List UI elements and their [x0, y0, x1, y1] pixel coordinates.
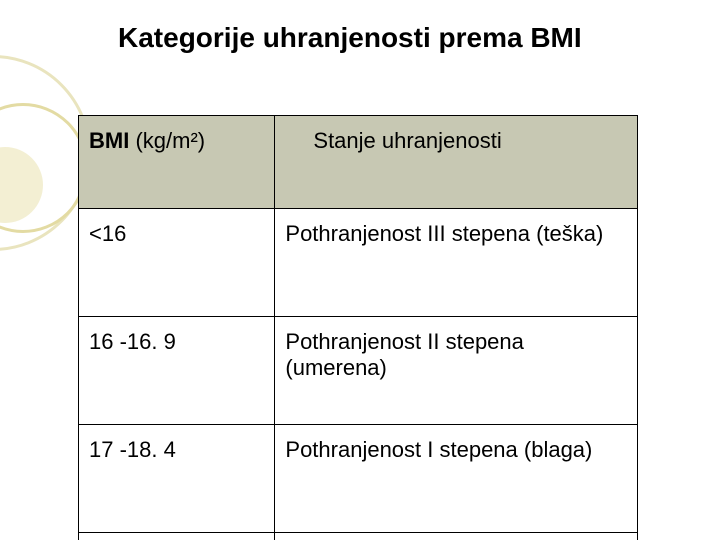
table-body: <16 Pothranjenost III stepena (teška) 16… — [79, 209, 638, 540]
cell-status: Pothranjenost III stepena (teška) — [275, 209, 638, 317]
bmi-table: BMI (kg/m²) Stanje uhranjenosti <16 Poth… — [78, 115, 638, 540]
cell-bmi: 18. 5 – 24. 9 — [79, 533, 275, 540]
slide: Kategorije uhranjenosti prema BMI BMI (k… — [0, 0, 720, 540]
table-row: 17 -18. 4 Pothranjenost I stepena (blaga… — [79, 425, 638, 533]
slide-title: Kategorije uhranjenosti prema BMI — [118, 22, 582, 54]
cell-bmi: 17 -18. 4 — [79, 425, 275, 533]
col-header-status-text: Stanje uhranjenosti — [313, 128, 501, 153]
table-row: <16 Pothranjenost III stepena (teška) — [79, 209, 638, 317]
col-header-bmi: BMI (kg/m²) — [79, 116, 275, 209]
table-row: 16 -16. 9 Pothranjenost II stepena (umer… — [79, 317, 638, 425]
col-header-status: Stanje uhranjenosti — [275, 116, 638, 209]
cell-status: Pothranjenost I stepena (blaga) — [275, 425, 638, 533]
table-row: 18. 5 – 24. 9 Normalna uhranjenost — [79, 533, 638, 540]
cell-bmi: 16 -16. 9 — [79, 317, 275, 425]
col-header-bmi-bold: BMI — [89, 128, 129, 153]
cell-status: Normalna uhranjenost — [275, 533, 638, 540]
col-header-bmi-rest: (kg/m²) — [129, 128, 205, 153]
cell-bmi: <16 — [79, 209, 275, 317]
table-header-row: BMI (kg/m²) Stanje uhranjenosti — [79, 116, 638, 209]
cell-status: Pothranjenost II stepena (umerena) — [275, 317, 638, 425]
